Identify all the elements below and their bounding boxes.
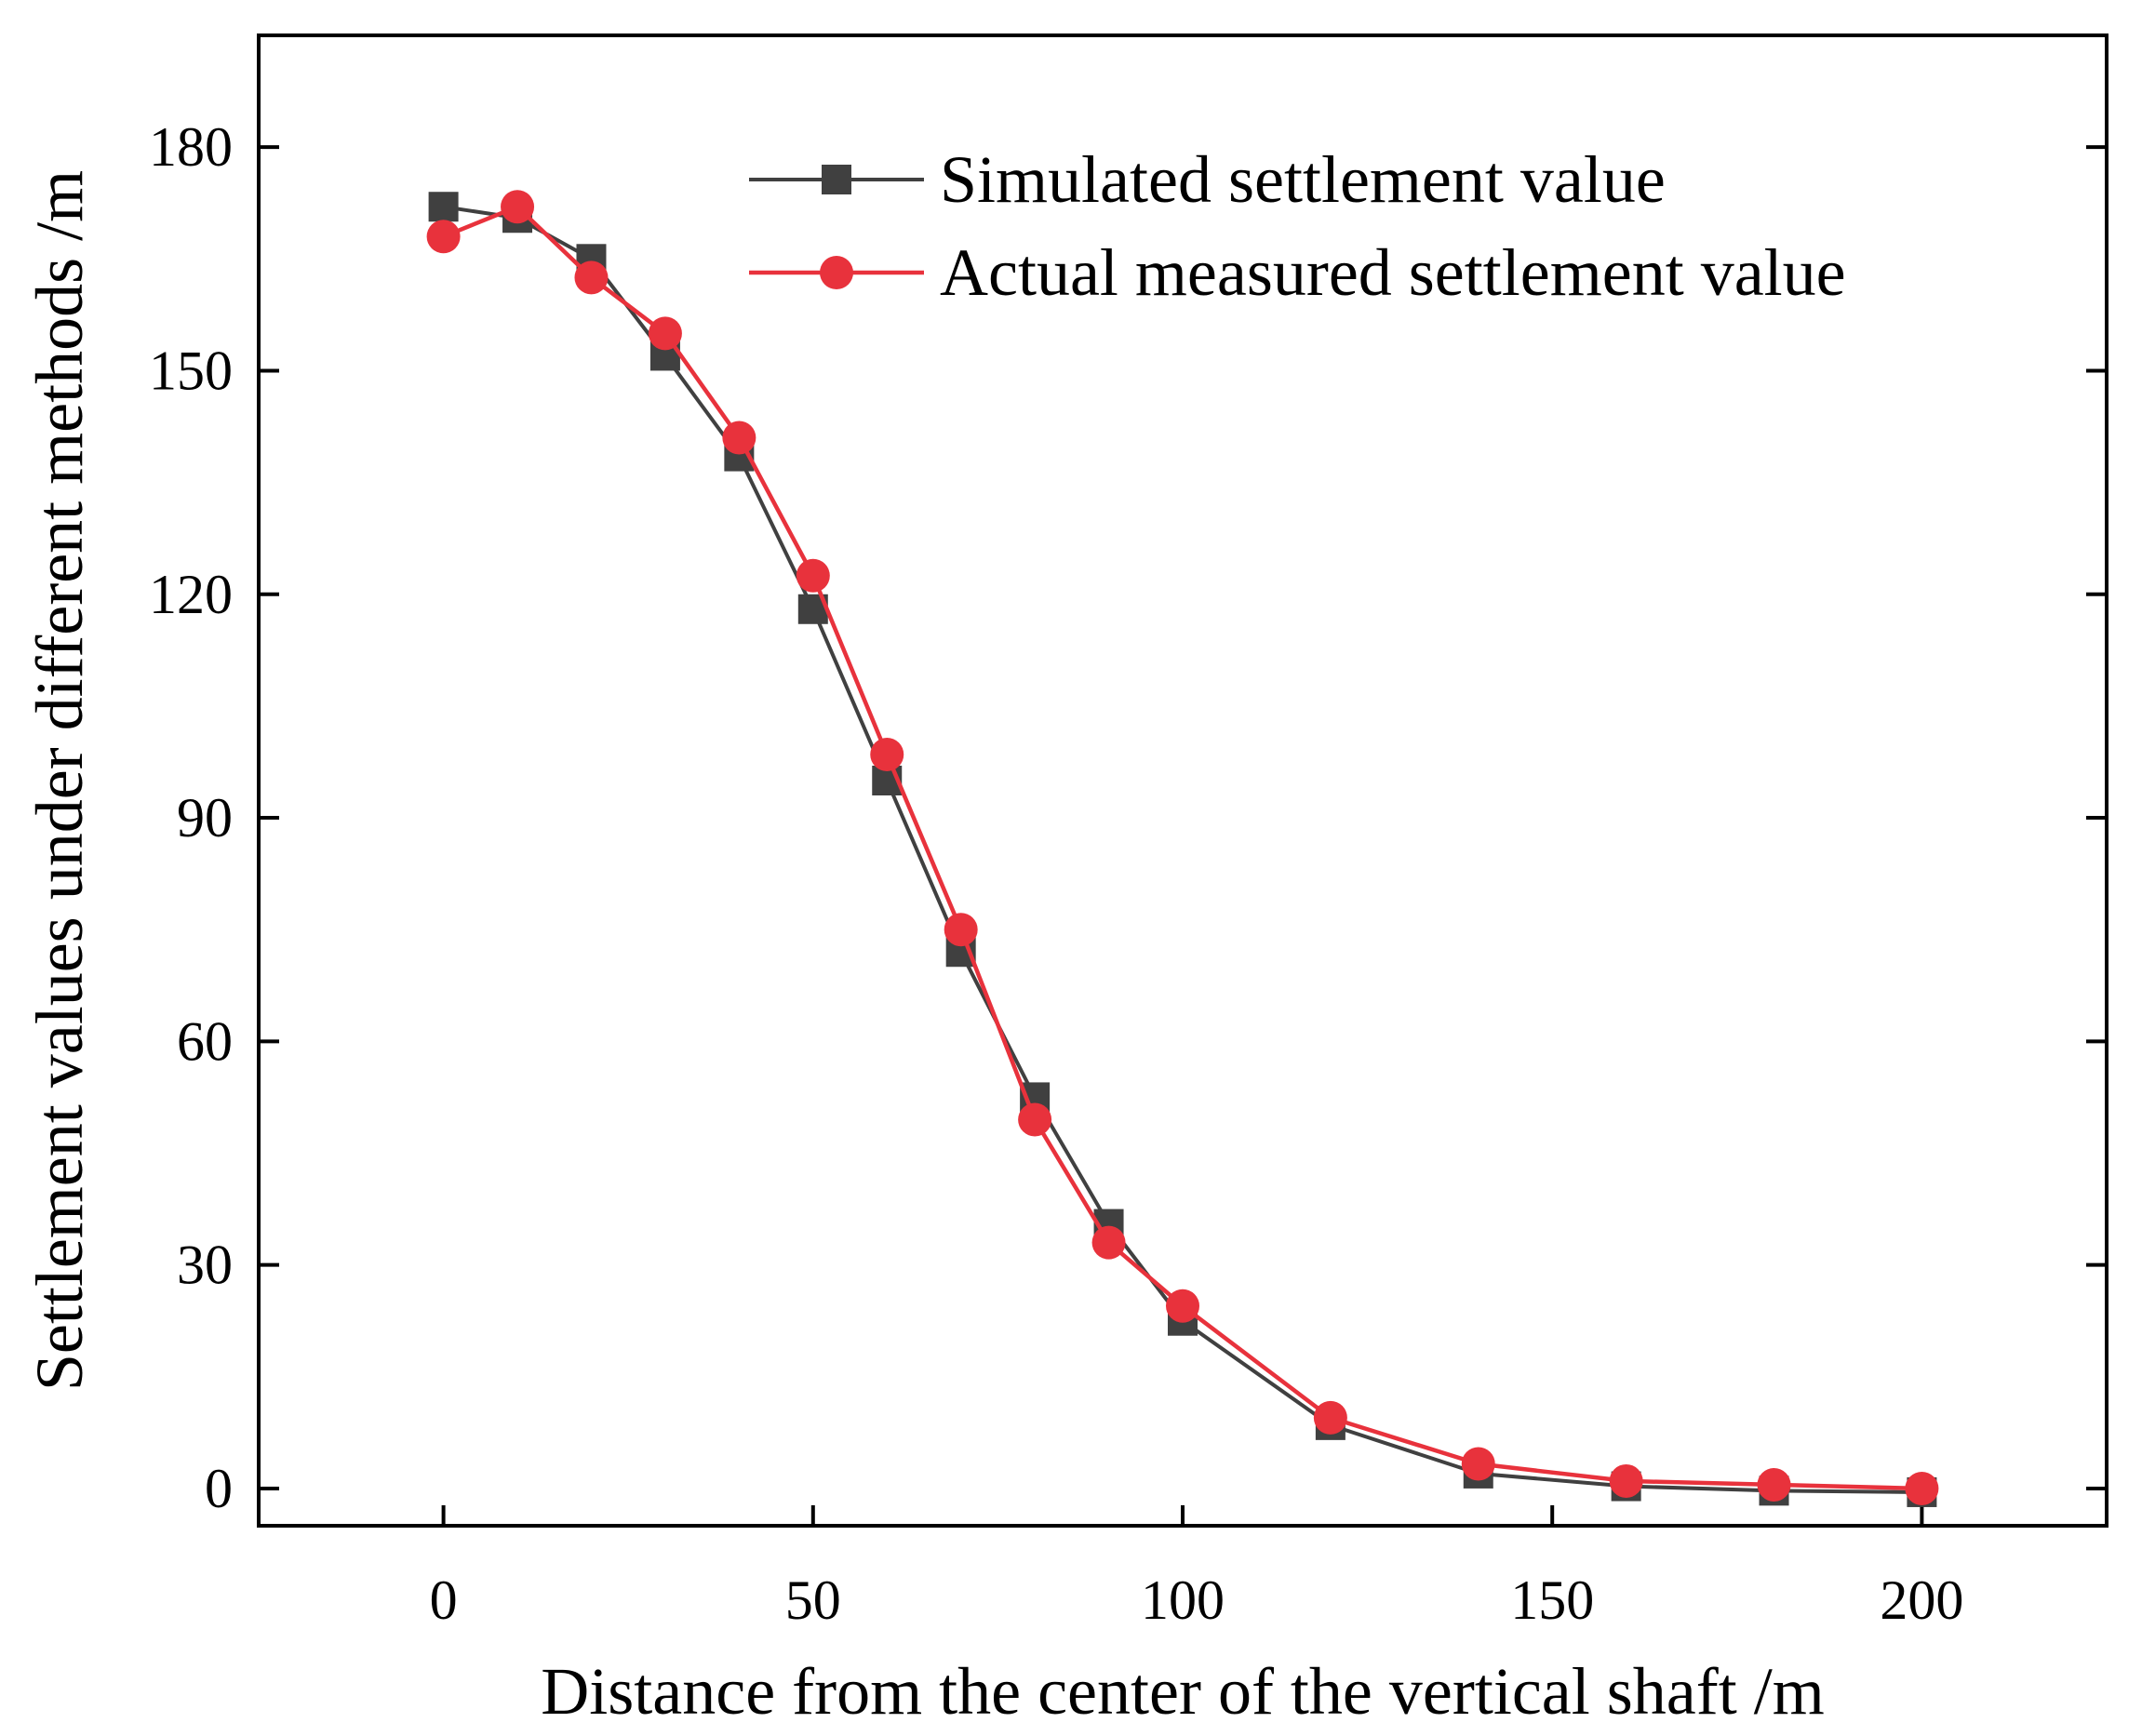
series-layer — [426, 190, 1939, 1507]
series-line — [442, 204, 1922, 1491]
y-axis-title: Settlement values under different method… — [22, 170, 97, 1391]
data-point-circle — [1313, 1400, 1347, 1435]
data-point-circle — [426, 220, 461, 254]
data-point-circle — [1461, 1447, 1495, 1481]
legend-label-actual: Actual measured settlement value — [940, 235, 1846, 310]
data-point-square — [428, 192, 459, 222]
data-point-circle — [870, 737, 904, 771]
data-point-circle — [501, 190, 535, 224]
data-point-circle — [1091, 1225, 1126, 1260]
legend-marker-actual — [820, 256, 853, 289]
legend-label-simulated: Simulated settlement value — [940, 142, 1666, 217]
x-tick-label: 150 — [1510, 1569, 1594, 1631]
x-tick-label: 200 — [1880, 1569, 1963, 1631]
data-point-circle — [1018, 1102, 1052, 1137]
series-actual — [426, 190, 1939, 1505]
y-tick-label: 120 — [149, 564, 233, 625]
data-point-circle — [796, 558, 830, 593]
data-point-circle — [574, 260, 609, 295]
data-point-circle — [1757, 1467, 1791, 1502]
legend-marker-simulated — [822, 165, 851, 194]
y-tick-label: 30 — [177, 1235, 233, 1296]
data-point-circle — [722, 421, 756, 455]
data-point-circle — [1905, 1471, 1939, 1505]
data-point-circle — [944, 913, 978, 947]
data-point-circle — [1166, 1289, 1199, 1323]
y-tick-label: 0 — [205, 1458, 233, 1519]
x-tick-label: 100 — [1141, 1569, 1225, 1631]
y-tick-label: 60 — [177, 1010, 233, 1072]
x-axis-title: Distance from the center of the vertical… — [541, 1654, 1824, 1729]
x-axis-ticks: 0 50 100 150 200 — [430, 1505, 1963, 1631]
y-tick-label: 180 — [149, 116, 233, 178]
data-point-circle — [1609, 1463, 1643, 1498]
legend: Simulated settlement value Actual measur… — [749, 142, 1846, 310]
x-tick-label: 50 — [785, 1569, 841, 1631]
y-axis-ticks: 0 30 60 90 120 150 180 — [149, 116, 2107, 1519]
data-point-circle — [648, 316, 682, 351]
y-tick-label: 90 — [177, 787, 233, 848]
x-tick-label: 0 — [430, 1569, 458, 1631]
y-tick-label: 150 — [149, 340, 233, 401]
